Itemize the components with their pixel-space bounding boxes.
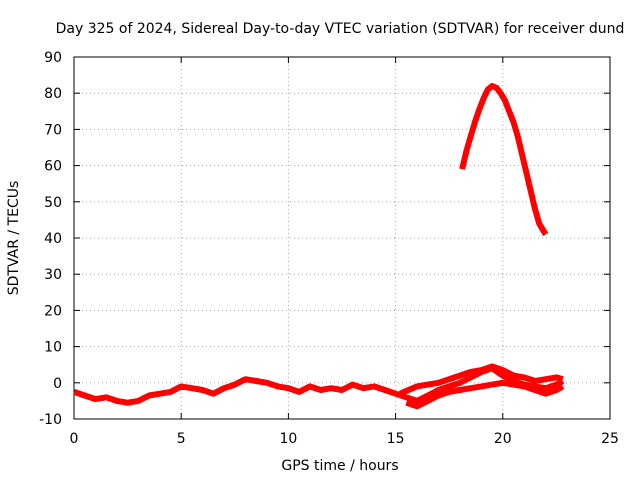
x-tick-label: 20: [494, 431, 512, 447]
y-tick-label: 70: [44, 122, 62, 138]
series-line-lower-branch: [405, 379, 565, 410]
y-tick-label: 80: [44, 86, 62, 102]
y-tick-label: 50: [44, 195, 62, 211]
series-line-peak: [459, 83, 549, 236]
y-tick-label: 60: [44, 159, 62, 175]
y-tick-label: 10: [44, 340, 62, 356]
series-line-upper-branch: [398, 363, 564, 397]
axis-ticks: 0 5 10 15 20 25 -10 0 10 20 30 40 50 60 70 80 90: [39, 50, 619, 447]
y-tick-label: -10: [39, 412, 62, 428]
x-axis-label: GPS time / hours: [281, 458, 398, 474]
x-tick-label: 10: [279, 431, 297, 447]
y-tick-label: 90: [44, 50, 62, 66]
y-tick-label: 20: [44, 303, 62, 319]
y-tick-label: 40: [44, 231, 62, 247]
x-tick-label: 15: [387, 431, 405, 447]
grid-lines: [74, 57, 610, 419]
data-series: [73, 83, 565, 410]
x-tick-label: 0: [70, 431, 79, 447]
y-tick-label: 30: [44, 267, 62, 283]
y-axis-label: SDTVAR / TECUs: [6, 181, 22, 296]
chart-title: Day 325 of 2024, Sidereal Day-to-day VTE…: [56, 21, 625, 37]
x-tick-label: 25: [601, 431, 619, 447]
y-tick-label: 0: [53, 376, 62, 392]
x-tick-label: 5: [177, 431, 186, 447]
